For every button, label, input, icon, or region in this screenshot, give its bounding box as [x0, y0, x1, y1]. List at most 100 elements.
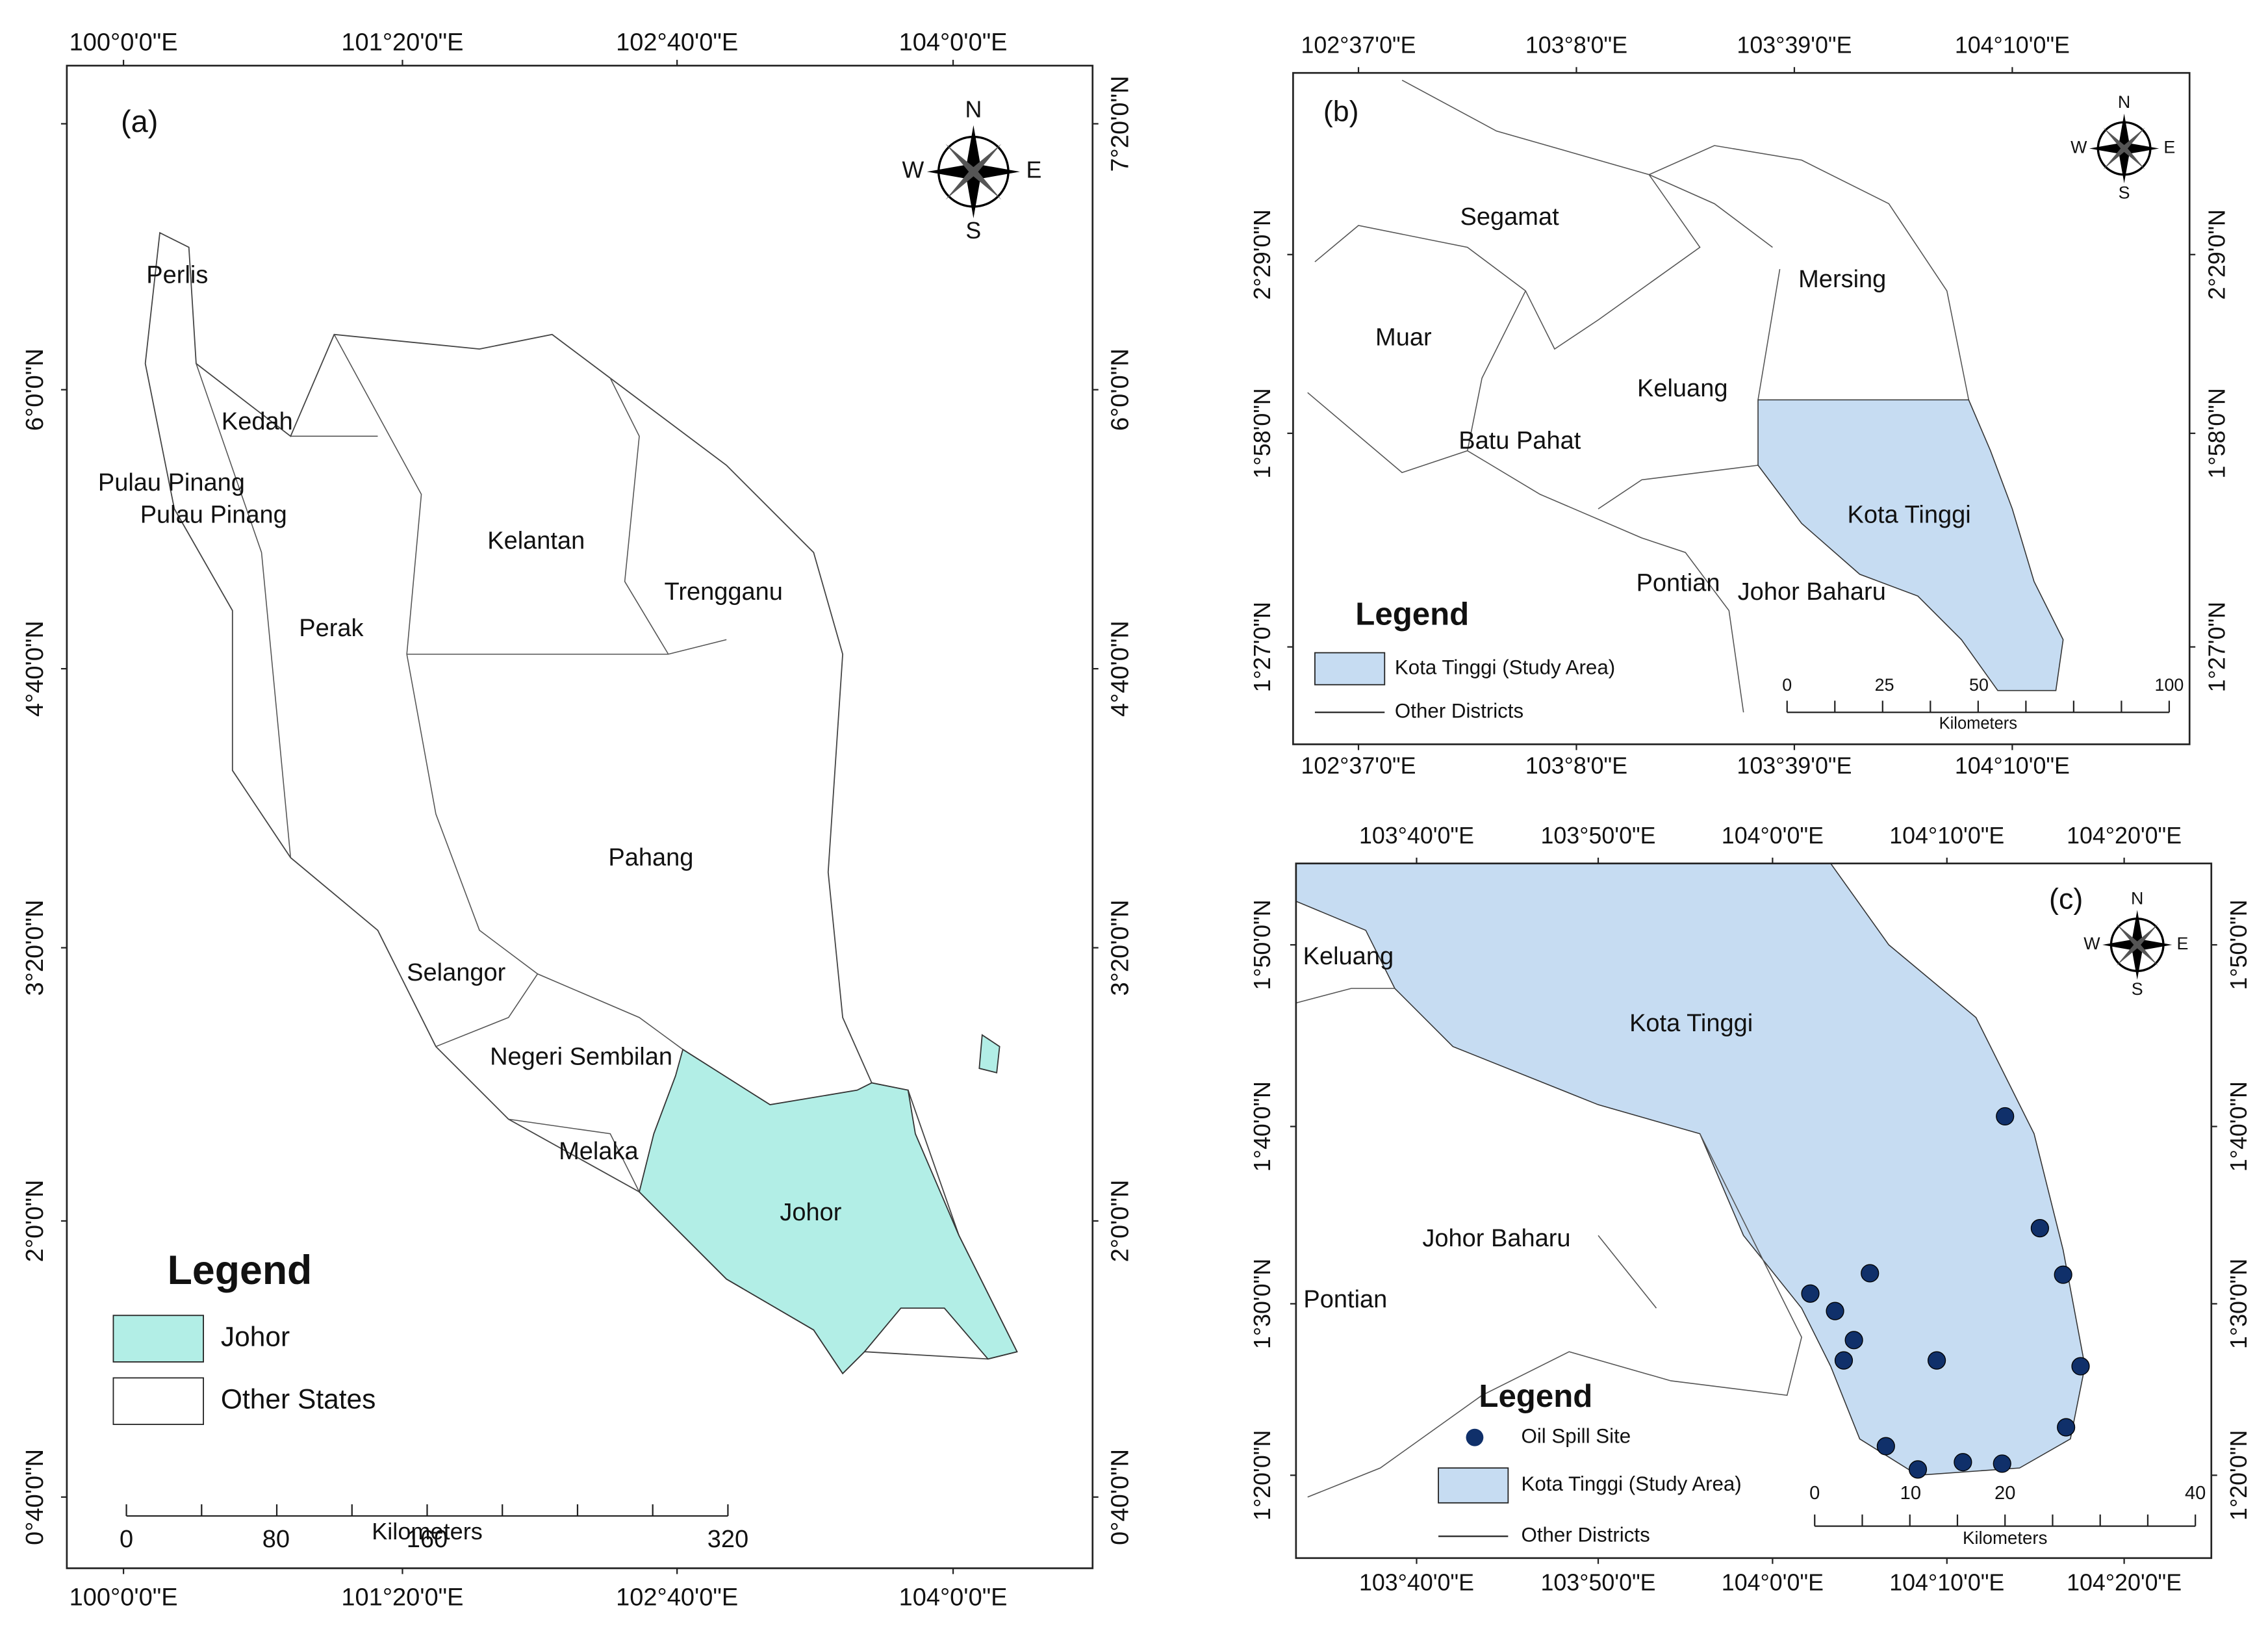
lat-label: 1°40'0"N	[2226, 1081, 2252, 1172]
place-label: Kelantan	[487, 528, 585, 555]
scale-label: 25	[1875, 675, 1894, 695]
scale-label: 320	[707, 1526, 748, 1553]
scale-label: 0	[120, 1526, 133, 1553]
compass-e: E	[2177, 934, 2189, 953]
oil-spill-site	[1908, 1460, 1928, 1479]
lon-label: 104°10'0"E	[1955, 32, 2070, 58]
compass-w: W	[2083, 934, 2100, 953]
kota-tinggi-c	[1295, 863, 2086, 1476]
oil-spill-site	[2057, 1418, 2076, 1437]
place-label: Pontian	[1637, 569, 1720, 597]
legend-swatch	[1314, 652, 1386, 686]
place-label: Johor Baharu	[1738, 578, 1886, 606]
place-label: Segamat	[1460, 203, 1560, 231]
scale-label: 40	[2185, 1483, 2206, 1504]
oil-spill-site	[1826, 1302, 1844, 1320]
legend-title: Legend	[1479, 1378, 1592, 1414]
map-shapes	[144, 79, 2086, 1498]
lat-label: 1°20'0"N	[1249, 1430, 1275, 1521]
lat-label: 1°40'0"N	[1249, 1081, 1275, 1172]
johor-area	[639, 1048, 1018, 1375]
panel-frame	[1295, 862, 2213, 1560]
place-label: Perak	[299, 615, 364, 642]
place-label: Keluang	[1637, 375, 1727, 402]
lon-label: 100°0'0"E	[70, 1584, 178, 1611]
scale-label: 0	[1782, 675, 1792, 695]
lon-label: 103°50'0"E	[1541, 823, 1656, 849]
lat-label: 1°27'0"N	[1249, 602, 1275, 692]
lon-label: 102°37'0"E	[1301, 753, 1416, 779]
scale-label: 50	[1969, 675, 1989, 695]
panel-label: (a)	[121, 104, 158, 138]
lon-label: 104°20'0"E	[2067, 823, 2182, 849]
place-label: Pahang	[608, 844, 693, 871]
lon-label: 102°40'0"E	[616, 29, 738, 57]
scale-label: 10	[1900, 1483, 1921, 1504]
lon-label: 103°39'0"E	[1737, 32, 1852, 58]
place-label: Negeri Sembilan	[490, 1044, 672, 1071]
place-label: Perlis	[146, 261, 208, 289]
place-label: Kota Tinggi	[1848, 501, 1971, 528]
legend-item: Kota Tinggi (Study Area)	[1395, 656, 1615, 678]
lat-label: 3°20'0"N	[1107, 900, 1134, 996]
compass-star	[2103, 127, 2145, 170]
kota-tinggi-b	[1757, 399, 2064, 691]
oil-spill-site	[1834, 1351, 1854, 1370]
place-label: Keluang	[1303, 943, 1394, 970]
oil-spill-site	[1954, 1453, 1972, 1472]
place-label: Selangor	[407, 959, 505, 986]
legend-swatch	[112, 1377, 204, 1425]
place-label: Melaka	[559, 1138, 639, 1165]
scale-label: 80	[262, 1526, 290, 1553]
legend-title: Legend	[1355, 597, 1469, 632]
lon-label: 102°40'0"E	[616, 1584, 738, 1611]
lon-label: 103°8'0"E	[1525, 32, 1627, 58]
lon-label: 104°0'0"E	[899, 1584, 1008, 1611]
place-label: Pontian	[1303, 1286, 1387, 1313]
scale-label: 100	[2155, 675, 2184, 695]
compass-star	[945, 144, 1002, 200]
lat-label: 0°40'0"N	[1107, 1449, 1134, 1545]
lat-label: 1°50'0"N	[2226, 899, 2252, 990]
compass-n: N	[2118, 92, 2130, 112]
panel-frame	[66, 64, 1094, 1569]
lat-label: 7°20'0"N	[1107, 76, 1134, 172]
scale-unit: Kilometers	[372, 1518, 483, 1545]
lat-label: 4°40'0"N	[1107, 621, 1134, 717]
scale-unit: Kilometers	[1963, 1528, 2047, 1548]
oil-spill-site	[1801, 1284, 1820, 1303]
lat-label: 1°58'0"N	[2204, 388, 2230, 478]
lat-label: 1°30'0"N	[1249, 1259, 1275, 1349]
lat-label: 2°29'0"N	[2204, 209, 2230, 300]
legend-item: Other States	[221, 1384, 376, 1415]
state-boundaries	[196, 334, 727, 1192]
place-label: Johor	[780, 1199, 841, 1226]
lat-label: 6°0'0"N	[21, 348, 49, 431]
place-label: Johor Baharu	[1422, 1225, 1570, 1252]
lon-label: 103°50'0"E	[1541, 1570, 1656, 1596]
compass-w: W	[2071, 138, 2087, 157]
oil-spill-site	[1861, 1264, 1879, 1283]
oil-spill-site	[1876, 1437, 1895, 1456]
compass-n: N	[2131, 888, 2143, 908]
lat-label: 3°20'0"N	[21, 900, 49, 996]
lon-label: 104°10'0"E	[1889, 823, 2004, 849]
oil-spill-site	[2071, 1357, 2090, 1376]
place-label: Trengganu	[665, 578, 783, 606]
lon-label: 103°8'0"E	[1525, 753, 1627, 779]
legend-item: Johor	[221, 1322, 290, 1352]
compass-s: S	[2132, 979, 2143, 999]
lat-label: 2°0'0"N	[21, 1180, 49, 1263]
lon-label: 102°37'0"E	[1301, 32, 1416, 58]
compass-star	[2116, 923, 2158, 966]
oil-spill-site	[1996, 1107, 2015, 1126]
lat-label: 1°58'0"N	[1249, 388, 1275, 478]
compass-s: S	[965, 218, 981, 244]
oil-spill-site	[1844, 1331, 1863, 1350]
compass-e: E	[2163, 138, 2175, 157]
place-label: Pulau Pinang	[140, 501, 287, 528]
lon-label: 100°0'0"E	[70, 29, 178, 57]
legend-swatch	[112, 1315, 204, 1363]
lon-label: 104°0'0"E	[899, 29, 1008, 57]
